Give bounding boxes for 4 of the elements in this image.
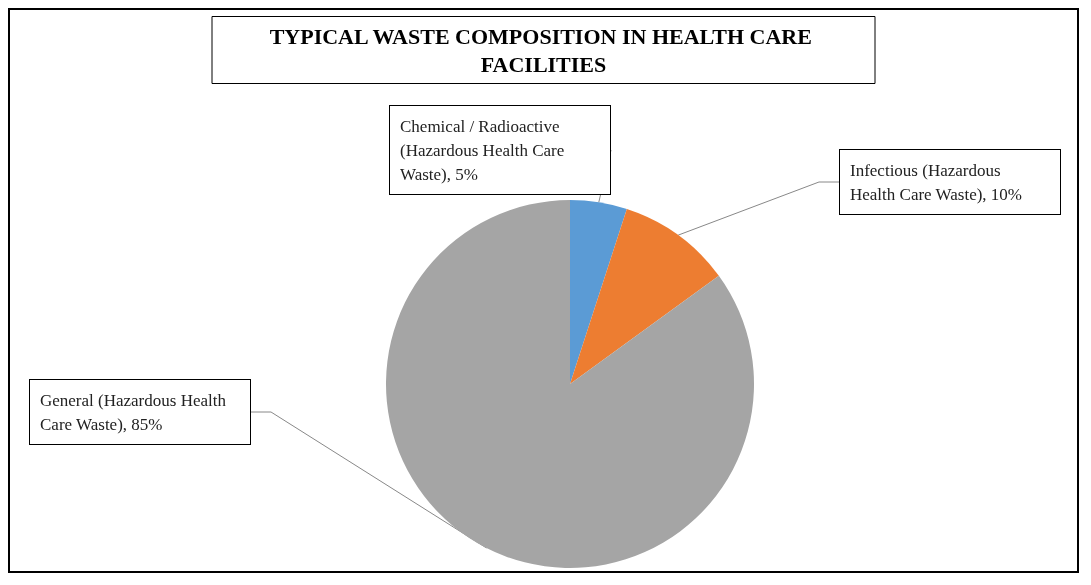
slice-label: General (Hazardous Health Care Waste), 85% xyxy=(40,390,231,434)
chart-title: TYPICAL WASTE COMPOSITION IN HEALTH CARE FACILITIES xyxy=(269,23,818,77)
slice-label: Chemical / Radioactive (Hazardous Health Care Waste), 5% xyxy=(400,116,569,184)
slice-label: Infectious (Hazardous Health Care Waste), 10% xyxy=(850,160,1023,204)
